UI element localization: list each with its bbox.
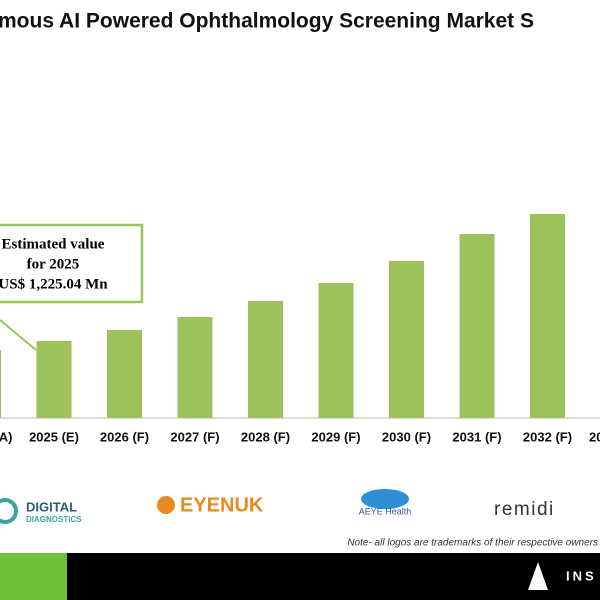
x-tick-label: 2026 (F) (100, 429, 149, 444)
x-tick-label: 2028 (F) (241, 429, 290, 444)
logo-icon (361, 489, 409, 509)
annotation-text: US$ 1,225.04 Mn (0, 276, 108, 292)
x-tick-label: 2029 (F) (311, 429, 360, 444)
logo: EYENUK (180, 494, 264, 516)
bar (389, 260, 424, 418)
logo: AEYE Health (359, 506, 412, 516)
logo: DIAGNOSTICS (26, 515, 82, 524)
note: Note- all logos are trademarks of their … (347, 538, 598, 549)
logo-icon (157, 496, 175, 514)
bar (36, 340, 72, 418)
x-tick-label: A) (0, 429, 13, 444)
annotation-text: Estimated value (2, 236, 105, 252)
annotation-box (0, 223, 144, 304)
bar (318, 282, 354, 418)
chart-title: mous AI Powered Ophthalmology Screening … (0, 10, 534, 33)
x-tick-label: 2030 (F) (382, 429, 431, 444)
bar (0, 349, 1, 418)
footer-accent (0, 553, 67, 600)
x-tick-label: 2031 (F) (452, 429, 501, 444)
bar (107, 330, 142, 418)
bar (530, 213, 565, 418)
x-tick-label: 20 (589, 429, 600, 444)
annotation-text: for 2025 (27, 256, 80, 272)
bar (459, 234, 495, 418)
logo: DIGITAL (26, 499, 77, 514)
logo: remidi (494, 499, 555, 520)
logo-strip (0, 480, 600, 542)
bar (248, 301, 283, 418)
footer-logo (528, 562, 548, 590)
bars (0, 213, 565, 418)
x-tick-label: 2032 (F) (523, 429, 572, 444)
footer-brand: INS (566, 568, 597, 583)
footer (0, 553, 600, 600)
x-tick-label: 2025 (E) (29, 429, 79, 444)
logo-icon (0, 498, 18, 524)
bar (177, 316, 213, 418)
annotation-arrow (0, 319, 37, 351)
x-tick-label: 2027 (F) (170, 429, 219, 444)
